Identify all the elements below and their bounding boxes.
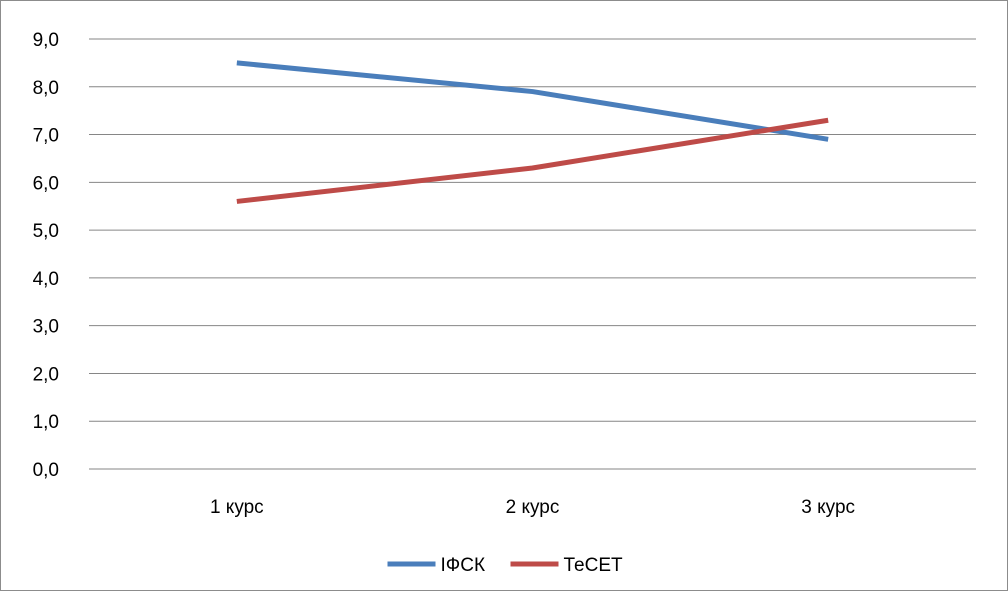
x-tick-label: 3 курс: [801, 497, 855, 518]
y-tick-label: 0,0: [33, 460, 59, 481]
y-tick-label: 6,0: [33, 173, 59, 194]
gridlines: [89, 39, 976, 469]
y-axis-tick-labels: 0,0 1,0 2,0 3,0 4,0 5,0 6,0 7,0 8,0 9,0: [33, 30, 59, 481]
y-tick-label: 9,0: [33, 30, 59, 51]
x-tick-label: 1 курс: [210, 497, 264, 518]
series-line: [237, 120, 828, 201]
legend: ІФСК ТеСЕТ: [388, 555, 624, 576]
x-tick-label: 2 курс: [506, 497, 560, 518]
y-tick-label: 3,0: [33, 317, 59, 338]
y-tick-label: 5,0: [33, 221, 59, 242]
y-tick-label: 2,0: [33, 364, 59, 385]
y-tick-label: 1,0: [33, 412, 59, 433]
series-line: [237, 63, 828, 139]
legend-label: ІФСК: [441, 555, 486, 576]
legend-label: ТеСЕТ: [564, 555, 624, 576]
y-tick-label: 7,0: [33, 126, 59, 147]
y-tick-label: 8,0: [33, 78, 59, 99]
y-tick-label: 4,0: [33, 269, 59, 290]
series-lines: [237, 63, 829, 202]
x-axis-tick-labels: 1 курс 2 курс 3 курс: [210, 497, 855, 518]
